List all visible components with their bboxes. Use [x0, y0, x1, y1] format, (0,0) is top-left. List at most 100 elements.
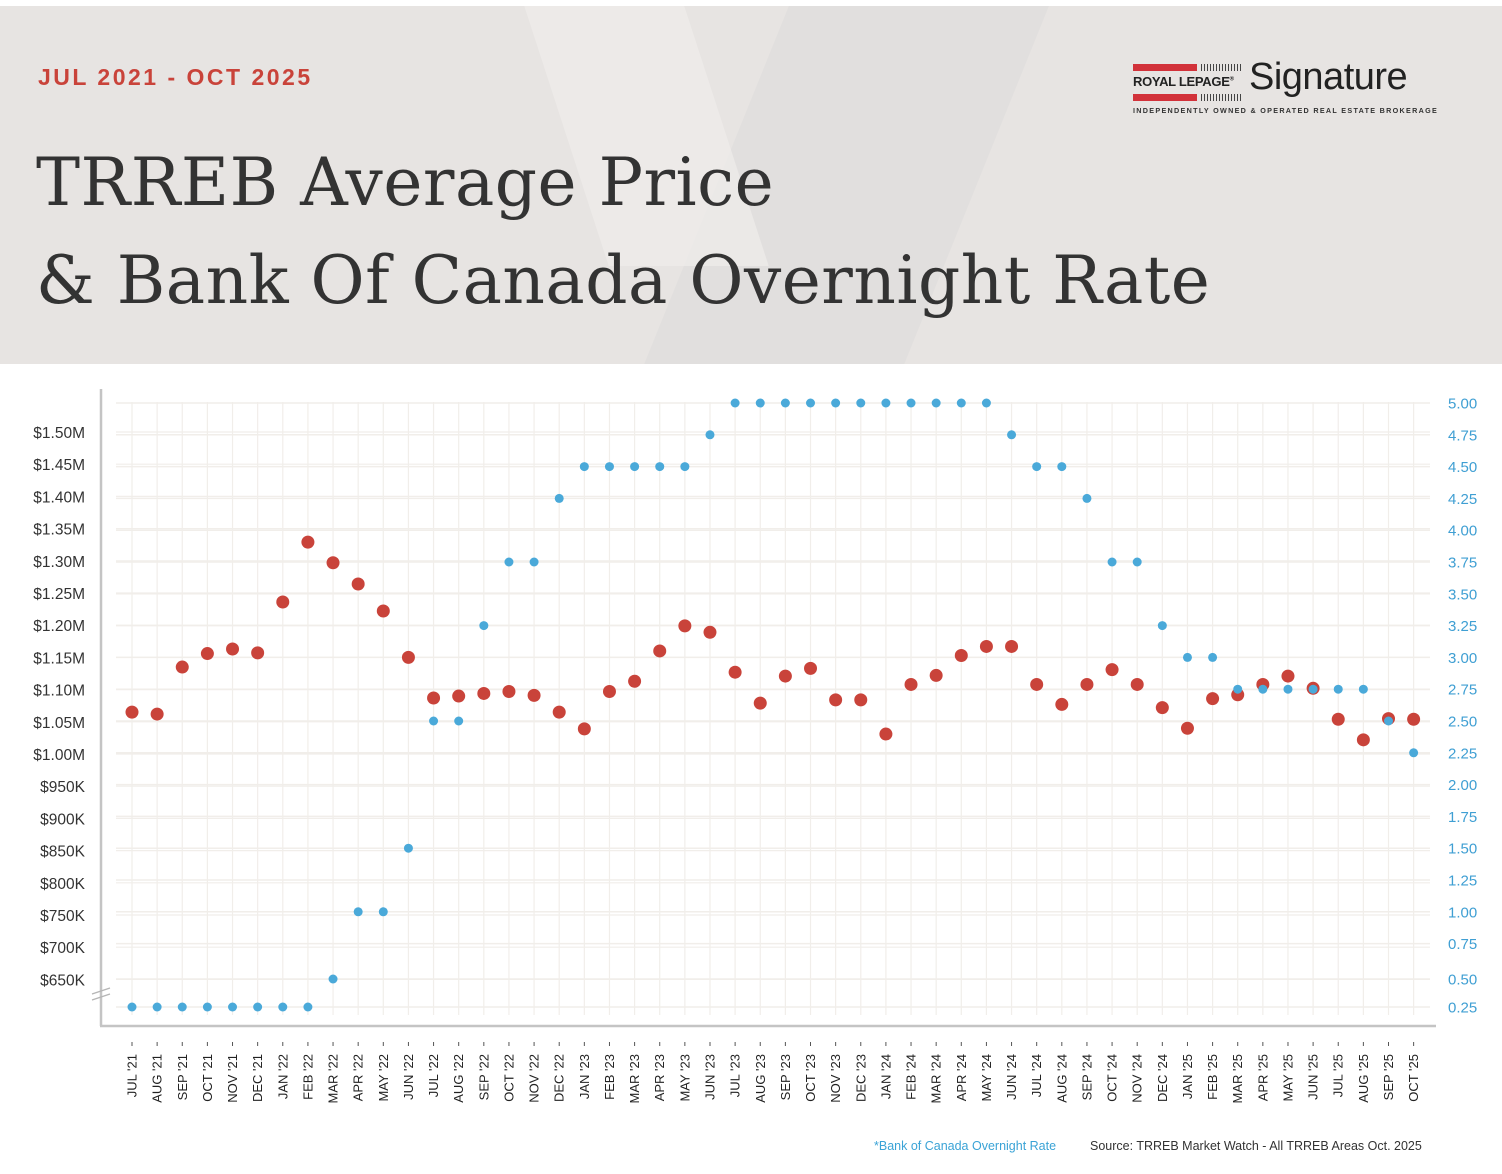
right-axis-ticks: 5.00 4.75 4.50 4.25 4.00 3.75 3.50 3.25 3.00 2.75… — [1448, 396, 1477, 1017]
price-point — [1180, 721, 1194, 735]
rate-point — [780, 398, 790, 408]
price-point — [728, 665, 742, 679]
right-tick-label: 4.50 — [1448, 459, 1477, 476]
x-tick-label: SEP '25 — [1381, 1054, 1396, 1100]
price-point — [477, 686, 491, 700]
x-tick-label: OCT '21 — [200, 1054, 215, 1102]
x-tick-label: JUL '21 — [125, 1054, 140, 1097]
price-point — [401, 650, 415, 664]
chart-grid — [116, 402, 1430, 1015]
price-point — [1080, 677, 1094, 691]
right-tick-label: 4.25 — [1448, 491, 1477, 508]
rate-point — [504, 557, 514, 567]
x-tick-label: DEC '22 — [552, 1054, 567, 1102]
x-tick-label: MAY '25 — [1280, 1054, 1295, 1102]
right-tick-label: 2.75 — [1448, 682, 1477, 699]
x-tick-label: MAR '25 — [1230, 1054, 1245, 1103]
x-tick-label: AUG '23 — [753, 1054, 768, 1103]
left-tick-label: $850K — [40, 844, 85, 861]
price-point — [979, 639, 993, 653]
right-tick-label: 0.50 — [1448, 972, 1477, 989]
rate-point — [981, 398, 991, 408]
x-tick-label: OCT '22 — [501, 1054, 516, 1102]
rate-point — [454, 716, 464, 726]
x-tick-label: APR '24 — [954, 1054, 969, 1101]
left-tick-label: $1.15M — [33, 650, 85, 667]
rate-point — [1107, 557, 1117, 567]
rate-point — [529, 557, 539, 567]
rate-point — [1208, 652, 1218, 662]
price-point — [602, 685, 616, 699]
left-tick-label: $650K — [40, 972, 85, 989]
right-tick-label: 0.25 — [1448, 1000, 1477, 1017]
rate-point — [1358, 684, 1368, 694]
rate-point — [202, 1002, 212, 1012]
x-tick-label: FEB '23 — [602, 1054, 617, 1100]
right-tick-label: 1.50 — [1448, 841, 1477, 858]
rate-point — [1233, 684, 1243, 694]
rate-point — [1132, 557, 1142, 567]
x-tick-label: SEP '24 — [1079, 1054, 1094, 1100]
price-point — [1030, 677, 1044, 691]
price-point — [829, 693, 843, 707]
rate-point — [655, 462, 665, 472]
x-tick-label: FEB '22 — [300, 1054, 315, 1100]
price-point — [1356, 733, 1370, 747]
header-banner: JUL 2021 - OCT 2025 TRREB Average Price … — [0, 6, 1502, 364]
x-tick-label: DEC '21 — [250, 1054, 265, 1102]
x-tick-label: JUN '23 — [702, 1054, 717, 1100]
rate-point — [956, 398, 966, 408]
price-point — [778, 669, 792, 683]
x-tick-label: AUG '24 — [1054, 1054, 1069, 1103]
left-tick-label: $700K — [40, 940, 85, 957]
left-tick-label: $800K — [40, 876, 85, 893]
left-tick-label: $900K — [40, 811, 85, 828]
price-point — [1206, 692, 1220, 706]
axis-break-icon — [91, 993, 111, 1001]
logo-mark-icon: ROYAL LEPAGE® — [1133, 64, 1243, 102]
rate-point — [403, 843, 413, 853]
price-point — [1005, 639, 1019, 653]
right-tick-label: 1.75 — [1448, 809, 1477, 826]
price-point — [1281, 669, 1295, 683]
rate-point — [228, 1002, 238, 1012]
right-tick-label: 3.25 — [1448, 618, 1477, 635]
left-axis-ticks: $1.50M $1.45M $1.40M $1.35M $1.30M $1.25M $1.2… — [33, 425, 85, 989]
rate-point — [1384, 716, 1393, 726]
price-point — [904, 677, 918, 691]
x-tick-label: NOV '23 — [828, 1054, 843, 1103]
price-point — [753, 696, 767, 710]
rate-point — [253, 1002, 263, 1012]
left-tick-label: $750K — [40, 908, 85, 925]
price-point — [326, 556, 340, 570]
right-tick-label: 4.00 — [1448, 523, 1477, 540]
rate-point — [152, 1002, 162, 1012]
price-point — [628, 674, 642, 688]
rate-point — [554, 493, 564, 503]
rate-point — [353, 907, 363, 917]
chart-axes — [91, 389, 1436, 1028]
x-tick-label: NOV '21 — [225, 1054, 240, 1103]
rate-point — [177, 1002, 187, 1012]
rate-point — [1283, 684, 1293, 694]
right-tick-label: 3.75 — [1448, 555, 1477, 572]
price-point — [150, 707, 164, 721]
price-point — [1055, 697, 1069, 711]
x-tick-label: JAN '24 — [878, 1054, 893, 1099]
x-tick-label: JUN '25 — [1306, 1054, 1321, 1100]
rate-point — [1308, 684, 1318, 694]
x-tick-label: OCT '24 — [1105, 1054, 1120, 1102]
right-tick-label: 3.00 — [1448, 650, 1477, 667]
x-tick-label: DEC '23 — [853, 1054, 868, 1102]
right-tick-label: 2.50 — [1448, 714, 1477, 731]
rate-point — [1082, 493, 1092, 503]
x-tick-label: SEP '22 — [476, 1054, 491, 1100]
x-tick-label: APR '25 — [1255, 1054, 1270, 1101]
right-tick-label: 5.00 — [1448, 396, 1477, 413]
price-point — [175, 660, 189, 674]
axis-break-icon — [91, 987, 111, 995]
rate-point — [1057, 462, 1067, 472]
rate-point — [1157, 621, 1167, 631]
left-tick-label: $1.00M — [33, 747, 85, 764]
x-tick-label: OCT '23 — [803, 1054, 818, 1102]
